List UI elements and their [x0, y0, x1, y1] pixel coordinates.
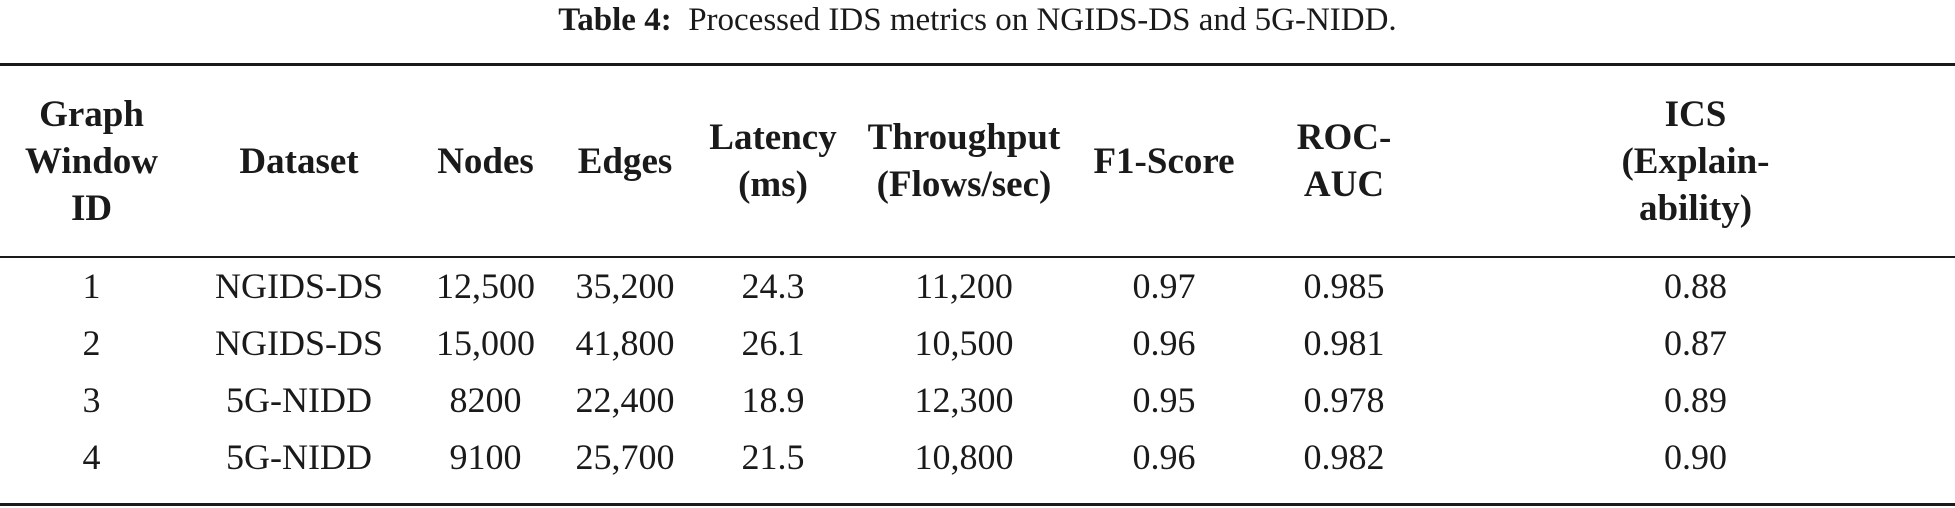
header-cell: Nodes: [415, 66, 556, 256]
table-cell: 24.3: [741, 266, 805, 306]
table-caption-text: Processed IDS metrics on NGIDS-DS and 5G…: [688, 2, 1397, 38]
header-label: Edges: [577, 140, 673, 182]
header-cell: Throughput (Flows/sec): [852, 66, 1076, 256]
header-label: Window ID: [25, 140, 158, 229]
table-cell: 2: [82, 323, 101, 363]
header-cell: Graph Window ID: [0, 66, 183, 256]
table-cell: 25,700: [575, 437, 675, 477]
table-cell: 41,800: [575, 323, 675, 363]
table-cell: 11,200: [915, 266, 1013, 306]
header-cell: ROC- AUC: [1252, 66, 1436, 256]
table-row: 3 5G-NIDD 8200 22,400 18.9 12,300 0.95 0.978 0.8…: [0, 372, 1955, 429]
header-cell: Latency (ms): [694, 66, 852, 256]
table-row: 4 5G-NIDD 9100 25,700 21.5 10,800 0.96 0.982 0.9…: [0, 429, 1955, 486]
header-cell: Dataset: [183, 66, 415, 256]
header-cell: Edges: [556, 66, 694, 256]
table-cell: 12,500: [436, 266, 535, 306]
table-cell: 35,200: [575, 266, 675, 306]
header-cell: ICS (Explain-ability): [1436, 66, 1955, 256]
table-caption: Table 4: Processed IDS metrics on NGIDS-…: [0, 0, 1955, 40]
header-label: Nodes: [437, 140, 534, 182]
table-cell: 15,000: [436, 323, 535, 363]
table-cell: 0.96: [1132, 437, 1196, 477]
table-row: 1 NGIDS-DS 12,500 35,200 24.3 11,200 0.97 0.985…: [0, 256, 1955, 315]
table-cell: 8200: [449, 380, 522, 420]
table-cell: 5G-NIDD: [226, 380, 372, 420]
table-cell: 3: [82, 380, 101, 420]
table-cell: 4: [82, 437, 101, 477]
table-cell: 18.9: [741, 380, 805, 420]
table-cell: NGIDS-DS: [214, 266, 383, 306]
table-cell: 1: [82, 266, 101, 306]
table-cell: 0.982: [1303, 437, 1385, 477]
table-cell: 0.985: [1303, 266, 1385, 306]
bottom-rule: [0, 503, 1955, 506]
table-cell: 0.87: [1664, 323, 1727, 363]
header-label: Graph: [39, 93, 144, 135]
table-cell: 26.1: [741, 323, 805, 363]
header-label: Throughput: [867, 117, 1061, 158]
table-cell: 0.95: [1132, 380, 1196, 420]
table-cell: 22,400: [575, 380, 675, 420]
header-row: Graph Window ID Dataset Nodes Edges Laten…: [0, 66, 1955, 256]
table-cell: 0.96: [1132, 323, 1196, 363]
top-rule: [0, 63, 1955, 66]
table-cell: 10,800: [914, 437, 1014, 477]
header-rule: [0, 256, 1955, 258]
header-label: (ms): [738, 164, 808, 205]
table-cell: 0.90: [1664, 437, 1727, 477]
table-cell: 0.88: [1664, 266, 1727, 306]
table-caption-label: Table 4:: [558, 2, 672, 38]
table-body: 1 NGIDS-DS 12,500 35,200 24.3 11,200 0.97 0.985…: [0, 256, 1955, 486]
table-cell: 21.5: [741, 437, 805, 477]
table-cell: 5G-NIDD: [226, 437, 372, 477]
metrics-table: Graph Window ID Dataset Nodes Edges Laten…: [0, 66, 1955, 486]
header-label: ICS: [1664, 93, 1727, 135]
header-label: Dataset: [239, 140, 359, 182]
table-cell: NGIDS-DS: [214, 323, 383, 363]
header-label: Latency: [709, 117, 837, 158]
header-label: ROC-: [1296, 117, 1392, 158]
table-cell: 0.89: [1664, 380, 1727, 420]
table-row: 2 NGIDS-DS 15,000 41,800 26.1 10,500 0.96 0.981…: [0, 315, 1955, 372]
table-cell: 12,300: [914, 380, 1014, 420]
header-label: (Explain-: [1621, 140, 1770, 182]
header-label: AUC: [1303, 164, 1385, 205]
table-cell: 10,500: [914, 323, 1014, 363]
table-cell: 9100: [449, 437, 522, 477]
header-label: F1-Score: [1093, 140, 1235, 182]
header-cell: F1-Score: [1076, 66, 1252, 256]
table-cell: 0.978: [1303, 380, 1385, 420]
header-label: (Flows/sec): [876, 164, 1052, 205]
table-cell: 0.981: [1303, 323, 1385, 363]
header-label: ability): [1638, 187, 1753, 229]
table-cell: 0.97: [1132, 266, 1196, 306]
